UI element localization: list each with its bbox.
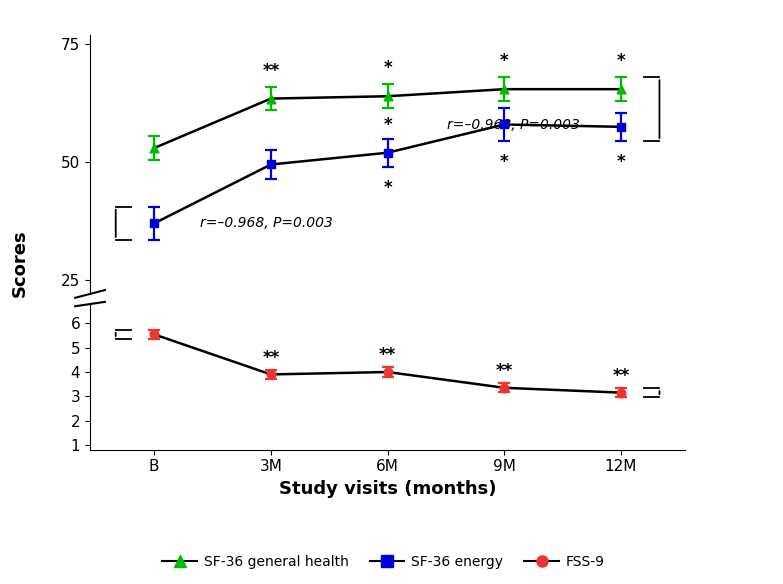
Point: [148, 143, 161, 152]
Point: [615, 388, 627, 397]
Text: **: **: [262, 62, 280, 80]
Point: [615, 122, 627, 131]
Text: **: **: [379, 346, 396, 364]
Point: [148, 218, 161, 228]
Point: [498, 120, 511, 129]
Text: *: *: [383, 179, 392, 197]
Text: *: *: [383, 60, 392, 78]
Text: Scores: Scores: [11, 229, 28, 297]
Text: *: *: [500, 153, 509, 171]
Text: r=–0.968, P=0.003: r=–0.968, P=0.003: [200, 216, 333, 230]
Point: [615, 85, 627, 94]
Text: *: *: [383, 116, 392, 134]
Point: [265, 160, 277, 169]
Text: *: *: [500, 53, 509, 70]
Text: **: **: [262, 349, 280, 367]
Point: [498, 383, 511, 392]
Point: [265, 370, 277, 379]
Text: *: *: [617, 153, 626, 171]
Legend: SF-36 general health, SF-36 energy, FSS-9: SF-36 general health, SF-36 energy, FSS-…: [157, 549, 611, 574]
Point: [148, 330, 161, 339]
Text: **: **: [612, 367, 630, 385]
Text: *: *: [617, 53, 626, 70]
Text: **: **: [496, 362, 513, 380]
Text: r=–0.968, P=0.003: r=–0.968, P=0.003: [447, 118, 580, 132]
Point: [265, 94, 277, 103]
Point: [381, 148, 394, 158]
Point: [498, 85, 511, 94]
X-axis label: Study visits (months): Study visits (months): [279, 480, 496, 498]
Point: [381, 92, 394, 101]
Point: [381, 367, 394, 377]
